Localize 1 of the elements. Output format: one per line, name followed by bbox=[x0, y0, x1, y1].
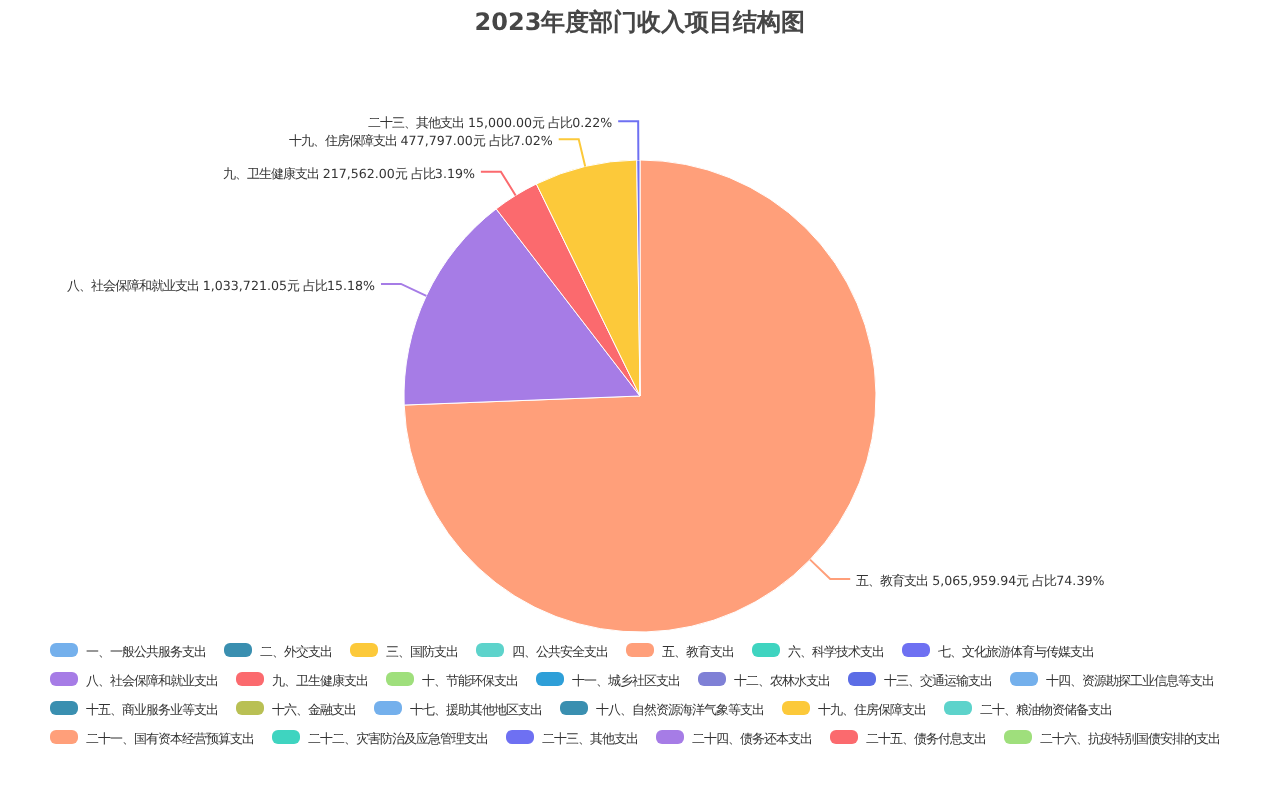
chart-title: 2023年度部门收入项目结构图 bbox=[474, 8, 806, 36]
